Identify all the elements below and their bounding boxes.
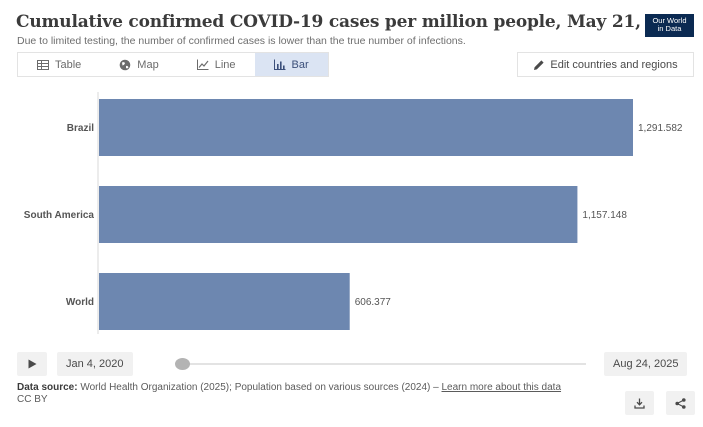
source-label: Data source:	[17, 382, 78, 393]
value-label: 1,291.582	[638, 123, 683, 134]
share-icon	[675, 397, 686, 409]
chart-subtitle: Due to limited testing, the number of co…	[17, 35, 466, 47]
category-label: South America	[24, 210, 95, 221]
tab-bar-label: Bar	[291, 58, 309, 71]
logo-line-2: in Data	[657, 24, 682, 33]
bar-brazil[interactable]	[99, 99, 633, 156]
tab-table-label: Table	[55, 58, 82, 71]
tab-map[interactable]: Map	[100, 53, 177, 76]
bar-south-america[interactable]	[99, 186, 578, 243]
pencil-icon	[534, 59, 545, 70]
play-icon	[28, 359, 36, 369]
timeline-start-date[interactable]: Jan 4, 2020	[57, 352, 133, 376]
chart-footer: Data source: World Health Organization (…	[17, 382, 617, 405]
tab-line[interactable]: Line	[178, 53, 255, 76]
owid-logo[interactable]: Our World in Data	[645, 14, 694, 37]
timeline-track[interactable]	[178, 363, 586, 365]
tab-table[interactable]: Table	[18, 53, 100, 76]
license-text: CC BY	[17, 393, 48, 405]
edit-countries-button[interactable]: Edit countries and regions	[517, 52, 694, 77]
tab-line-label: Line	[214, 58, 236, 71]
timeline-handle[interactable]	[175, 358, 190, 370]
play-button[interactable]	[17, 352, 47, 376]
bar-chart-icon	[273, 59, 285, 70]
learn-more-link[interactable]: Learn more about this data	[441, 382, 562, 393]
value-label: 606.377	[355, 297, 392, 308]
source-text: World Health Organization (2025); Popula…	[77, 382, 442, 393]
download-icon	[634, 398, 645, 409]
bar-chart: Brazil 1,291.582 South America 1,157.148 Wor…	[24, 92, 683, 334]
timeline: Jan 4, 2020 Aug 24, 2025	[17, 352, 695, 376]
value-label: 1,157.148	[582, 210, 627, 221]
globe-icon	[119, 59, 131, 70]
category-label: World	[66, 297, 94, 308]
bar-world[interactable]	[99, 273, 350, 330]
share-button[interactable]	[666, 391, 695, 415]
logo-line-1: Our World	[652, 16, 687, 25]
category-label: Brazil	[67, 123, 94, 134]
view-tabs: Table Map Line Bar	[17, 52, 329, 77]
line-chart-icon	[196, 59, 209, 70]
tab-map-label: Map	[137, 58, 159, 71]
timeline-end-date[interactable]: Aug 24, 2025	[604, 352, 688, 376]
chart-title: Cumulative confirmed COVID-19 cases per …	[16, 12, 694, 32]
tab-bar[interactable]: Bar	[254, 53, 328, 76]
download-button[interactable]	[625, 391, 654, 415]
table-icon	[37, 59, 49, 70]
edit-countries-label: Edit countries and regions	[550, 58, 678, 71]
